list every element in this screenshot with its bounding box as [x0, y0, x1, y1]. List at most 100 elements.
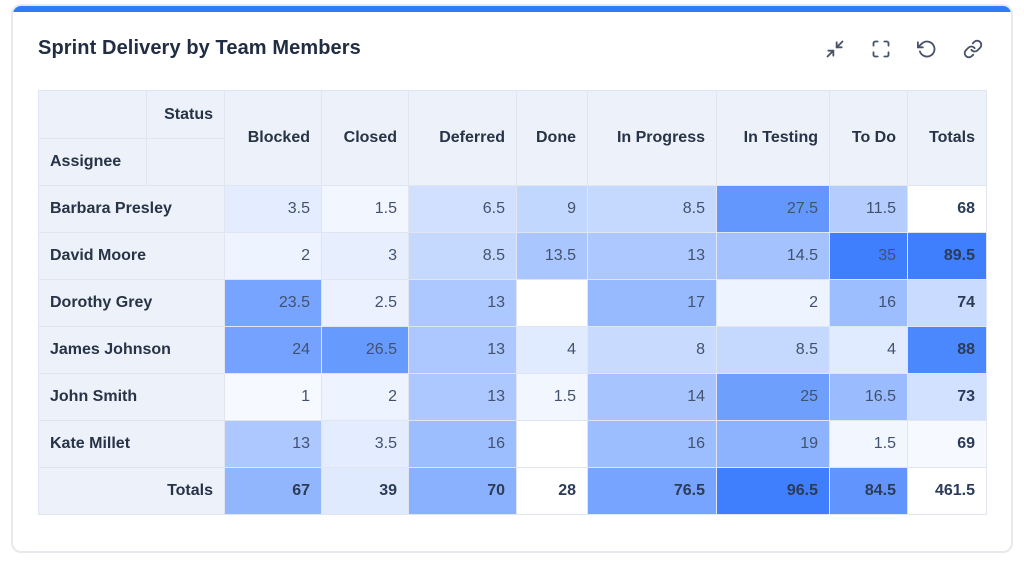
- value-cell-blocked: 24: [224, 326, 322, 374]
- table-row: John Smith 1 2 13 1.5 14 25 16.5 73: [38, 373, 987, 421]
- row-total-cell: 74: [907, 279, 987, 327]
- fullscreen-icon: [871, 39, 891, 59]
- column-header-closed: Closed: [321, 90, 409, 186]
- value-cell-in-progress: 8: [587, 326, 717, 374]
- pivot-table-body: Barbara Presley 3.5 1.5 6.5 9 8.5 27.5 11.5 68 Da…: [38, 185, 987, 515]
- column-header-deferred: Deferred: [408, 90, 517, 186]
- assignee-axis-label: Assignee: [38, 138, 147, 186]
- value-cell-blocked: 1: [224, 373, 322, 421]
- value-cell-done: [516, 420, 588, 468]
- value-cell-to-do: 16: [829, 279, 908, 327]
- column-total-cell-blocked: 67: [224, 467, 322, 515]
- row-total-cell: 89.5: [907, 232, 987, 280]
- value-cell-done: 9: [516, 185, 588, 233]
- column-header-done: Done: [516, 90, 588, 186]
- value-cell-closed: 3: [321, 232, 409, 280]
- value-cell-in-testing: 2: [716, 279, 830, 327]
- value-cell-to-do: 11.5: [829, 185, 908, 233]
- grand-total-cell: 461.5: [907, 467, 987, 515]
- value-cell-done: [516, 279, 588, 327]
- assignee-cell: John Smith: [38, 373, 225, 421]
- column-header-blocked: Blocked: [224, 90, 322, 186]
- value-cell-in-testing: 8.5: [716, 326, 830, 374]
- value-cell-in-progress: 17: [587, 279, 717, 327]
- column-total-cell-deferred: 70: [408, 467, 517, 515]
- value-cell-deferred: 8.5: [408, 232, 517, 280]
- value-cell-in-testing: 14.5: [716, 232, 830, 280]
- status-axis-label: Status: [146, 90, 225, 139]
- value-cell-in-progress: 8.5: [587, 185, 717, 233]
- refresh-button[interactable]: [917, 39, 937, 59]
- assignee-cell: David Moore: [38, 232, 225, 280]
- value-cell-closed: 2: [321, 373, 409, 421]
- gadget-accent-bar: [13, 6, 1011, 12]
- value-cell-in-progress: 14: [587, 373, 717, 421]
- column-header-in-progress: In Progress: [587, 90, 717, 186]
- value-cell-deferred: 6.5: [408, 185, 517, 233]
- value-cell-done: 13.5: [516, 232, 588, 280]
- dashboard-gadget: Sprint Delivery by Team Members: [11, 4, 1013, 553]
- assignee-cell: James Johnson: [38, 326, 225, 374]
- table-row: Barbara Presley 3.5 1.5 6.5 9 8.5 27.5 11.5 68: [38, 185, 987, 233]
- column-total-cell-done: 28: [516, 467, 588, 515]
- gadget-toolbar: [825, 39, 983, 59]
- assignee-cell: Barbara Presley: [38, 185, 225, 233]
- value-cell-closed: 2.5: [321, 279, 409, 327]
- value-cell-deferred: 13: [408, 373, 517, 421]
- value-cell-to-do: 35: [829, 232, 908, 280]
- value-cell-in-testing: 27.5: [716, 185, 830, 233]
- link-icon: [963, 39, 983, 59]
- value-cell-in-testing: 25: [716, 373, 830, 421]
- table-row: David Moore 2 3 8.5 13.5 13 14.5 35 89.5: [38, 232, 987, 280]
- corner-blank-cell: [38, 90, 147, 139]
- value-cell-closed: 3.5: [321, 420, 409, 468]
- assignee-cell: Kate Millet: [38, 420, 225, 468]
- value-cell-deferred: 13: [408, 279, 517, 327]
- refresh-icon: [917, 39, 937, 59]
- value-cell-blocked: 3.5: [224, 185, 322, 233]
- column-total-cell-in-testing: 96.5: [716, 467, 830, 515]
- column-total-cell-to-do: 84.5: [829, 467, 908, 515]
- collapse-button[interactable]: [825, 39, 845, 59]
- value-cell-blocked: 13: [224, 420, 322, 468]
- value-cell-to-do: 4: [829, 326, 908, 374]
- fullscreen-button[interactable]: [871, 39, 891, 59]
- value-cell-in-progress: 13: [587, 232, 717, 280]
- collapse-icon: [825, 39, 845, 59]
- pivot-table: Status Blocked Closed Deferred Done In Progr…: [38, 90, 987, 515]
- value-cell-blocked: 23.5: [224, 279, 322, 327]
- column-header-in-testing: In Testing: [716, 90, 830, 186]
- header-row-assignee: Assignee: [38, 138, 987, 186]
- value-cell-in-testing: 19: [716, 420, 830, 468]
- value-cell-deferred: 16: [408, 420, 517, 468]
- gadget-title: Sprint Delivery by Team Members: [38, 37, 361, 59]
- value-cell-to-do: 1.5: [829, 420, 908, 468]
- table-row: Dorothy Grey 23.5 2.5 13 17 2 16 74: [38, 279, 987, 327]
- link-button[interactable]: [963, 39, 983, 59]
- row-total-cell: 69: [907, 420, 987, 468]
- value-cell-done: 1.5: [516, 373, 588, 421]
- assignee-cell: Dorothy Grey: [38, 279, 225, 327]
- value-cell-done: 4: [516, 326, 588, 374]
- totals-row-label: Totals: [38, 467, 225, 515]
- column-header-totals: Totals: [907, 90, 987, 186]
- totals-row: Totals 67 39 70 28 76.5 96.5 84.5 461.5: [38, 467, 987, 515]
- value-cell-to-do: 16.5: [829, 373, 908, 421]
- row-total-cell: 68: [907, 185, 987, 233]
- value-cell-closed: 1.5: [321, 185, 409, 233]
- row-total-cell: 88: [907, 326, 987, 374]
- table-row: James Johnson 24 26.5 13 4 8 8.5 4 88: [38, 326, 987, 374]
- value-cell-blocked: 2: [224, 232, 322, 280]
- value-cell-deferred: 13: [408, 326, 517, 374]
- corner-blank-cell-2: [146, 138, 225, 186]
- gadget-header: Sprint Delivery by Team Members: [13, 12, 1011, 60]
- column-total-cell-in-progress: 76.5: [587, 467, 717, 515]
- column-total-cell-closed: 39: [321, 467, 409, 515]
- pivot-table-container: Status Blocked Closed Deferred Done In Progr…: [13, 60, 1011, 515]
- header-row-status: Status Blocked Closed Deferred Done In Progr…: [38, 90, 987, 186]
- value-cell-in-progress: 16: [587, 420, 717, 468]
- value-cell-closed: 26.5: [321, 326, 409, 374]
- column-header-to-do: To Do: [829, 90, 908, 186]
- table-row: Kate Millet 13 3.5 16 16 19 1.5 69: [38, 420, 987, 468]
- row-total-cell: 73: [907, 373, 987, 421]
